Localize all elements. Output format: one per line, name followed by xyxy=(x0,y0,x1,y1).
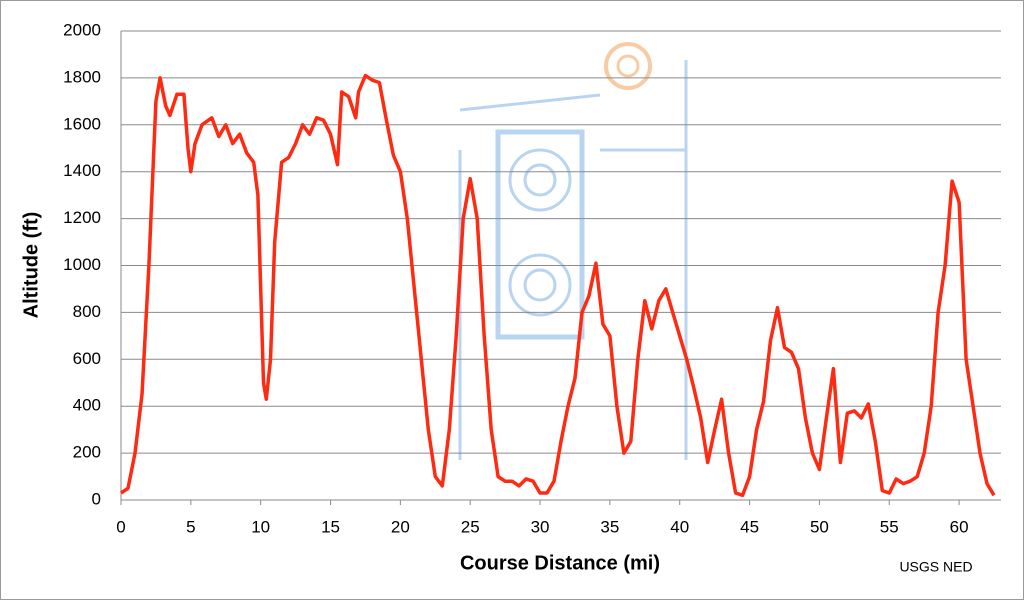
y-tick-label: 400 xyxy=(73,396,101,415)
annotation: USGS NED xyxy=(899,559,972,575)
y-tick-label: 1000 xyxy=(63,255,101,274)
x-tick-label: 45 xyxy=(740,517,759,536)
x-tick-label: 40 xyxy=(670,517,689,536)
y-tick-label: 0 xyxy=(92,489,101,508)
y-axis-label: Altitude (ft) xyxy=(20,212,42,319)
x-axis-label: Course Distance (mi) xyxy=(460,552,660,574)
x-tick-label: 55 xyxy=(880,517,899,536)
y-tick-label: 600 xyxy=(73,349,101,368)
y-tick-label: 1800 xyxy=(63,67,101,86)
altitude-line xyxy=(120,73,996,498)
x-tick-label: 25 xyxy=(461,517,480,536)
y-tick-label: 800 xyxy=(73,302,101,321)
x-tick-label: 30 xyxy=(531,517,550,536)
x-tick-label: 20 xyxy=(391,517,410,536)
x-tick-label: 15 xyxy=(321,517,340,536)
x-tick-label: 5 xyxy=(186,517,195,536)
y-tick-label: 1200 xyxy=(63,208,101,227)
x-tick-label: 10 xyxy=(251,517,270,536)
x-tick-label: 35 xyxy=(600,517,619,536)
watermark xyxy=(458,42,688,460)
x-tick-label: 50 xyxy=(810,517,829,536)
y-tick-label: 1600 xyxy=(63,114,101,133)
x-tick-label: 60 xyxy=(950,517,969,536)
y-tick-label: 2000 xyxy=(63,20,101,39)
x-tick-label: 0 xyxy=(116,517,125,536)
y-tick-label: 1400 xyxy=(63,161,101,180)
y-tick-label: 200 xyxy=(73,443,101,462)
